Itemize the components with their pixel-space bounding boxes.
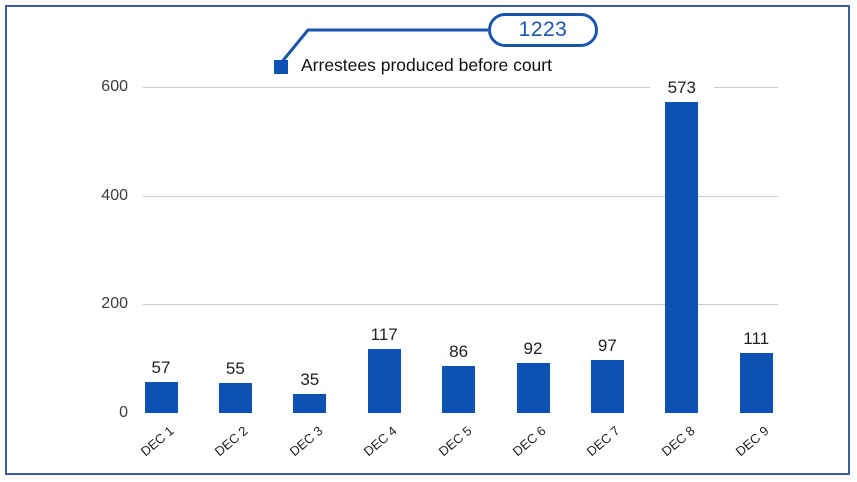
gridline-y-400: [143, 195, 778, 197]
bar-dec-5: [442, 366, 476, 413]
bar-value-label: 117: [352, 325, 417, 346]
x-axis-tick-label: DEC 6: [509, 423, 549, 460]
y-axis-tick-label: 400: [101, 186, 128, 204]
y-axis-tick-label: 0: [119, 404, 128, 421]
y-axis-tick-label: 200: [101, 295, 128, 313]
x-axis-tick-label: DEC 9: [732, 423, 772, 460]
x-axis-tick-label: DEC 5: [435, 423, 475, 460]
x-axis-tick-label: DEC 2: [212, 423, 252, 460]
total-callout-badge: 1223: [488, 13, 598, 47]
bar-value-label: 55: [203, 359, 268, 380]
x-axis-tick-label: DEC 7: [584, 423, 624, 460]
bar-dec-6: [516, 363, 550, 413]
legend-label: Arrestees produced before court: [301, 55, 552, 75]
bar-dec-7: [590, 360, 624, 413]
bar-value-label: 86: [426, 342, 491, 363]
bar-value-label: 97: [575, 336, 640, 357]
legend-swatch-icon: [274, 60, 288, 74]
legend: Arrestees produced before court: [274, 55, 552, 76]
bar-value-label: 57: [129, 358, 193, 379]
bar-dec-8: [665, 101, 699, 413]
x-axis-tick-label: DEC 3: [286, 423, 326, 460]
bar-value-label: 35: [277, 369, 342, 390]
bar-value-label: 92: [501, 339, 565, 359]
bar-dec-1: [144, 382, 178, 413]
bar-dec-9: [739, 352, 773, 413]
x-axis-tick-label: DEC 1: [137, 423, 177, 460]
bar-dec-3: [293, 393, 327, 413]
bar-dec-4: [367, 349, 401, 413]
total-callout-value: 1223: [518, 18, 568, 41]
bar-value-label: 573: [649, 77, 714, 98]
gridline-y-200: [143, 304, 778, 306]
bar-value-label: 111: [724, 328, 789, 349]
y-axis-tick-label: 600: [101, 78, 128, 95]
bar-dec-2: [218, 383, 252, 413]
gridline-y-600: [143, 87, 778, 88]
x-axis-tick-label: DEC 4: [360, 423, 400, 460]
x-axis-tick-label: DEC 8: [658, 423, 698, 460]
